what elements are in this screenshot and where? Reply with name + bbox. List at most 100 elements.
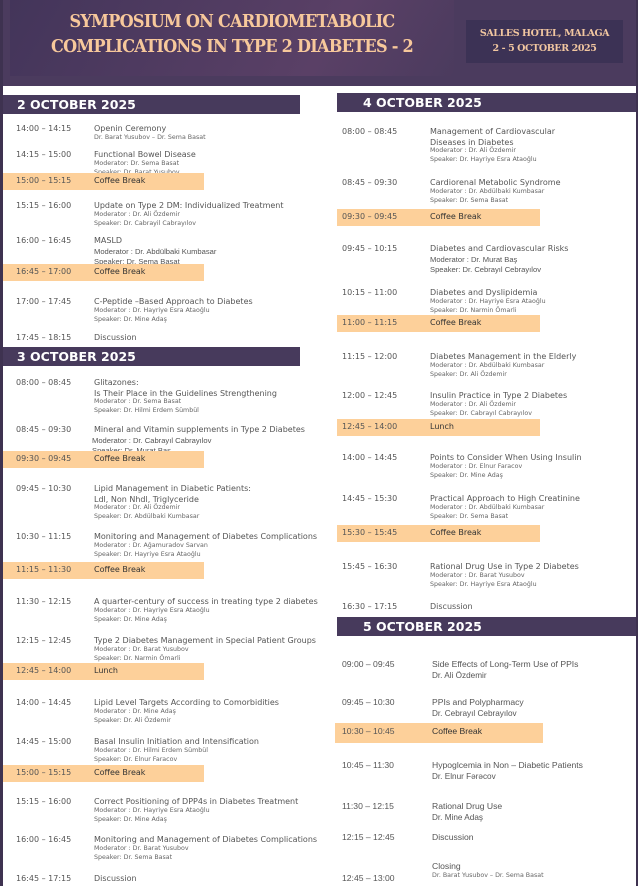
speaker-line: Speaker: Dr. Narmin Ömarli (430, 307, 517, 314)
session-time: 09:45 – 10:15 (342, 244, 398, 253)
session-time: 15:45 – 16:30 (342, 562, 398, 571)
session-time: 14:00 – 14:45 (342, 453, 398, 462)
break-label: Lunch (430, 422, 454, 431)
moderator-line: Moderator : Dr. Barat Yusubov (94, 645, 189, 653)
session-title: Closing (432, 861, 461, 871)
session-title: A quarter-century of success in treating… (94, 597, 318, 606)
speaker-line: Speaker: Dr. Mine Adaş (430, 472, 503, 479)
speaker-line: Speaker: Dr. Barat Yusubov (94, 169, 180, 176)
session-title: Diabetes and Dyslipidemia (430, 288, 538, 297)
session-time: 12:15 – 12:45 (342, 832, 395, 842)
session-title: Practical Approach to High Creatinine (430, 494, 580, 503)
session-title: Cardiorenal Metabolic Syndrome (430, 178, 561, 187)
session-title: Update on Type 2 DM: Individualized Trea… (94, 201, 284, 210)
break-highlight (3, 451, 204, 468)
session-title: Discussion (432, 832, 474, 842)
session-time: 14:15 – 15:00 (16, 150, 72, 159)
break-label: Coffee Break (94, 454, 146, 463)
break-label: Lunch (94, 666, 118, 675)
session-title: Rational Drug Use (432, 801, 503, 811)
session-title: Insulin Practice in Type 2 Diabetes (430, 391, 568, 400)
break-highlight (3, 562, 204, 579)
moderator-line: Moderator : Dr. Abdülbaki Kumbasar (430, 361, 545, 369)
moderator-line: Moderator : Dr. Ali Özdemir (430, 400, 516, 408)
session-time: 12:45 – 13:00 (342, 873, 395, 883)
moderator-line: Moderator: Dr. Sema Basat (94, 159, 180, 167)
session-time: 12:15 – 12:45 (16, 636, 72, 645)
session-time: 09:45 – 10:30 (342, 697, 395, 707)
session-time: 15:15 – 16:00 (16, 797, 72, 806)
session-time: 14:45 – 15:30 (342, 494, 398, 503)
break-highlight (3, 663, 204, 680)
session-title: Monitoring and Management of Diabetes Co… (94, 835, 318, 844)
title-line-1: SYMPOSIUM ON CARDIOMETABOLIC (69, 12, 396, 32)
speaker-line: Speaker: Dr. Ali Özdemir (430, 371, 507, 378)
speaker-line: Speaker: Dr. Mine Adaş (94, 616, 167, 623)
break-label: Coffee Break (94, 176, 146, 185)
session-title: Side Effects of Long-Term Use of PPIs (432, 659, 579, 669)
venue-name: SALLES HOTEL, MALAGA (479, 28, 610, 39)
session-time: 10:15 – 11:00 (342, 288, 398, 297)
session-detail: Speaker: Dr. Cebrayıl Cebrayılov (430, 264, 541, 274)
break-label: Coffee Break (94, 267, 146, 276)
session-title: Type 2 Diabetes Management in Special Pa… (94, 636, 316, 645)
speaker-line: Speaker: Dr. Sema Basat (430, 513, 509, 520)
moderator-line: Moderator : Dr. Barat Yusubov (430, 571, 525, 579)
session-time: 11:15 – 11:30 (16, 565, 72, 574)
session-detail: Dr. Ali Özdemir (432, 671, 487, 680)
session-title: Lipid Level Targets According to Comorbi… (94, 698, 279, 707)
break-label: Coffee Break (432, 726, 483, 736)
session-title: Diabetes and Cardiovascular Risks (430, 244, 569, 253)
session-time: 16:00 – 16:45 (16, 236, 72, 245)
session-time: 10:30 – 11:15 (16, 532, 72, 541)
break-highlight (337, 209, 540, 226)
header-banner: SYMPOSIUM ON CARDIOMETABOLIC COMPLICATIO… (0, 0, 638, 86)
moderator-line: Moderator : Dr. Hayriye Esra Ataoğlu (94, 806, 210, 814)
session-detail: Ldl, Non Nhdl, Triglyceride (94, 494, 199, 504)
speaker-line: Speaker: Dr. Hayriye Esra Ataoğlu (430, 581, 537, 588)
moderator-line: Moderator : Dr. Abdülbaki Kumbasar (430, 503, 545, 511)
session-title: Discussion (430, 602, 473, 611)
break-label: Coffee Break (94, 565, 146, 574)
session-time: 08:45 – 09:30 (16, 425, 72, 434)
session-title: MASLD (94, 236, 123, 245)
break-label: Coffee Break (94, 768, 146, 777)
event-dates: 2 - 5 OCTOBER 2025 (492, 43, 597, 54)
session-time: 10:30 – 10:45 (342, 726, 395, 736)
moderator-line: Moderator : Dr. Barat Yusubov (94, 844, 189, 852)
session-time: 11:15 – 12:00 (342, 352, 398, 361)
moderator-line: Moderator : Dr. Ali Özdemir (430, 146, 516, 154)
session-title: Management of Cardiovascular (430, 127, 556, 136)
session-title: Discussion (94, 874, 137, 883)
session-detail: Diseases in Diabetes (430, 137, 514, 147)
day-header: 4 OCTOBER 2025 (337, 93, 636, 112)
break-highlight (337, 525, 540, 542)
title-line-2: COMPLICATIONS IN TYPE 2 DIABETES - 2 (51, 37, 414, 57)
speaker-line: Dr. Barat Yusubov – Dr. Sema Basat (432, 872, 544, 879)
break-highlight (3, 173, 204, 190)
session-detail: Speaker: Dr. Sema Basat (94, 256, 180, 266)
speaker-line: Speaker: Dr. Hilmi Erdem Sümbül (94, 407, 199, 414)
moderator-line: Moderator : Dr. Hayriye Esra Ataoğlu (94, 306, 210, 314)
session-time: 16:30 – 17:15 (342, 602, 398, 611)
break-label: Coffee Break (430, 212, 482, 221)
session-time: 16:00 – 16:45 (16, 835, 72, 844)
moderator-line: Moderator : Dr. Hilmi Erdem Sümbül (94, 746, 208, 754)
speaker-line: Speaker: Dr. Sema Basat (94, 854, 173, 861)
session-title: Lipid Management in Diabetic Patients: (94, 484, 251, 493)
moderator-line: Moderator : Dr. Ağamuradov Sarvan (94, 541, 208, 549)
session-title: Rational Drug Use in Type 2 Diabetes (430, 562, 579, 571)
speaker-line: Speaker: Dr. Hayriye Esra Ataoğlu (430, 156, 537, 163)
session-time: 17:00 – 17:45 (16, 297, 72, 306)
session-title: Functional Bowel Disease (94, 150, 196, 159)
break-label: Coffee Break (430, 528, 482, 537)
session-detail: Dr. Elnur Fərəcov (432, 772, 496, 781)
speaker-line: Dr. Barat Yusubov – Dr. Sema Basat (94, 133, 206, 141)
session-time: 10:45 – 11:30 (342, 760, 394, 770)
speaker-line: Speaker: Dr. Cabrayil Cabrayılov (94, 220, 196, 227)
speaker-line: Speaker: Dr. Hayriye Esra Ataoğlu (94, 551, 201, 558)
session-time: 12:45 – 14:00 (16, 666, 72, 675)
session-detail: Moderator : Dr. Murat Baş (430, 254, 518, 264)
moderator-line: Moderator : Dr. Abdülbaki Kumbasar (430, 187, 545, 195)
speaker-line: Speaker: Dr. Cabrayıl Cabrayılov (430, 410, 532, 417)
